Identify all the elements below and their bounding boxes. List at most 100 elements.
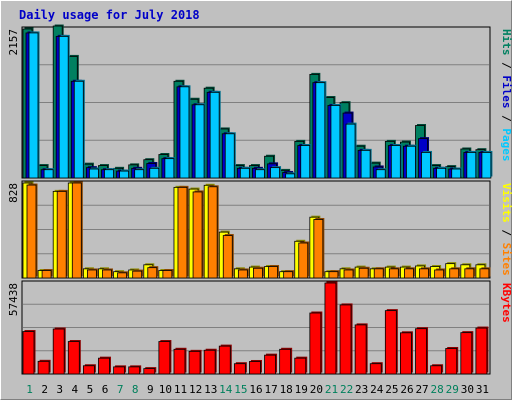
bar-sites (419, 268, 429, 279)
bar-sites (177, 186, 188, 279)
bar-kbytes (113, 366, 125, 375)
bar-sites (41, 270, 52, 279)
day-label: 24 (370, 383, 384, 396)
day-label: 12 (189, 383, 202, 396)
bar-sites (328, 271, 339, 279)
bar-sites (449, 268, 460, 279)
bar-pages (149, 167, 160, 179)
legend-item: Sites (500, 243, 512, 276)
axis-max-label-visits: 828 (7, 183, 20, 203)
bar-sites (479, 268, 490, 279)
legend-item: Files (500, 75, 512, 108)
bar-pages (73, 80, 84, 179)
bar-sites (222, 235, 233, 279)
bar-kbytes (67, 341, 80, 375)
bar-pages (58, 35, 69, 179)
bar-pages (300, 145, 311, 179)
bar-pages (406, 145, 416, 179)
axis-max-label-hits: 2157 (7, 29, 20, 56)
day-label: 22 (340, 383, 353, 396)
bar-pages (481, 152, 492, 179)
bar-pages (436, 167, 447, 179)
bar-pages (451, 168, 462, 179)
legend-visits: Visits / Sites (500, 183, 512, 276)
bar-kbytes (309, 312, 322, 375)
bar-pages (179, 86, 190, 179)
bar-kbytes (279, 348, 292, 375)
bar-sites (253, 267, 263, 279)
day-label: 26 (400, 383, 413, 396)
legend-item: Visits (500, 183, 512, 223)
day-label: 31 (476, 383, 489, 396)
day-label: 20 (310, 383, 323, 396)
day-label: 14 (219, 383, 233, 396)
bar-kbytes (128, 366, 141, 375)
bar-sites (388, 268, 399, 279)
bar-kbytes (22, 331, 35, 375)
bar-sites (147, 267, 158, 279)
legend-kbytes: KBytes (500, 283, 512, 323)
bar-kbytes (324, 282, 337, 375)
day-label: 23 (355, 383, 368, 396)
day-label: 13 (204, 383, 217, 396)
day-label: 3 (56, 383, 63, 396)
bar-kbytes (143, 368, 156, 375)
bar-kbytes (173, 348, 186, 375)
day-label: 29 (446, 383, 459, 396)
bar-sites (358, 267, 369, 279)
bar-kbytes (188, 350, 201, 375)
bar-kbytes (233, 363, 246, 375)
day-label: 8 (132, 383, 139, 396)
bar-pages (345, 123, 356, 179)
bar-pages (134, 169, 145, 179)
bar-sites (102, 269, 112, 279)
bar-pages (255, 169, 265, 179)
bar-pages (390, 145, 401, 179)
bar-pages (421, 152, 431, 179)
bar-sites (283, 271, 294, 279)
legend-hits: Hits / Files / Pages (500, 29, 512, 162)
bar-sites (117, 272, 127, 279)
bar-sites (373, 268, 384, 279)
bar-sites (192, 191, 203, 279)
bar-sites (237, 269, 248, 279)
bar-kbytes (339, 304, 352, 375)
day-label: 7 (117, 383, 124, 396)
bar-kbytes (400, 332, 412, 375)
bar-pages (466, 152, 477, 179)
bar-kbytes (82, 365, 95, 375)
bar-pages (315, 82, 326, 179)
bar-pages (104, 169, 114, 179)
bar-pages (330, 105, 341, 179)
legend-item: Pages (500, 128, 512, 161)
bar-sites (56, 190, 67, 279)
day-label: 6 (102, 383, 109, 396)
legend-item: KBytes (500, 283, 512, 323)
bar-kbytes (294, 357, 307, 375)
day-label: 25 (385, 383, 398, 396)
bar-kbytes (218, 345, 231, 375)
bar-sites (132, 270, 143, 279)
bar-pages (270, 167, 280, 179)
day-label: 19 (295, 383, 308, 396)
day-label: 4 (72, 383, 79, 396)
axis-max-label-kbytes: 57438 (7, 283, 20, 316)
bar-pages (224, 133, 235, 179)
bar-kbytes (52, 328, 65, 375)
bar-pages (239, 167, 250, 179)
bar-pages (119, 170, 129, 179)
bar-kbytes (384, 310, 397, 375)
bar-sites (71, 182, 82, 279)
bar-pages (209, 91, 220, 179)
bar-sites (464, 268, 475, 279)
day-label: 2 (41, 383, 48, 396)
bar-kbytes (158, 341, 171, 375)
bar-sites (162, 270, 173, 279)
bar-sites (434, 269, 445, 279)
bar-pages (194, 104, 205, 179)
day-label: 30 (461, 383, 474, 396)
day-label: 1 (26, 383, 33, 396)
day-label: 15 (234, 383, 247, 396)
legend-item: / (500, 223, 512, 243)
